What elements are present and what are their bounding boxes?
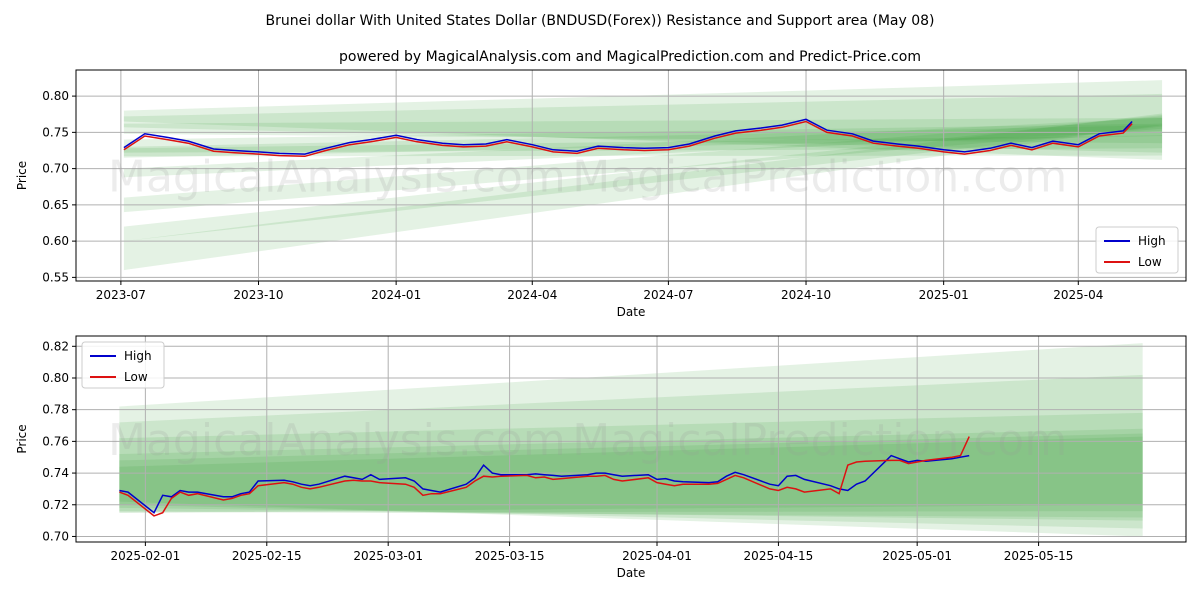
chart-panel-1: MagicalAnalysis.com MagicalPrediction.com… [15,69,1187,319]
y-axis-label: Price [15,424,29,453]
x-tick-label: 2025-02-15 [232,549,302,563]
watermark-text: MagicalAnalysis.com [108,415,566,466]
legend-box [81,341,165,389]
y-tick-label: 0.80 [42,89,69,103]
legend: High Low [81,341,165,389]
series-line-high [123,118,1133,155]
x-tick-label: 2023-07 [96,288,146,302]
resistance-support-band [119,343,1143,537]
resistance-support-band [123,113,1163,271]
x-tick-label: 2025-03-01 [353,549,423,563]
x-axis-label: Date [617,566,646,580]
legend: High Low [1095,226,1179,274]
series-line-low [123,120,1133,158]
y-tick-label: 0.60 [42,234,69,248]
resistance-support-band [119,412,1143,521]
legend-label-high: High [124,349,152,363]
y-tick-label: 0.76 [42,434,69,448]
y-axis-label: Price [15,161,29,190]
y-tick-label: 0.70 [42,529,69,543]
y-tick-label: 0.78 [42,403,69,417]
legend-label-low: Low [1138,255,1162,269]
x-tick-label: 2025-04-01 [622,549,692,563]
y-tick-label: 0.65 [42,198,69,212]
plot-frame [75,69,1187,282]
y-tick-label: 0.82 [42,339,69,353]
legend-label-low: Low [124,370,148,384]
resistance-support-band [123,125,1163,158]
x-axis-label: Date [617,305,646,319]
resistance-support-band [123,135,1163,157]
legend-label-high: High [1138,234,1166,248]
y-tick-label: 0.74 [42,466,69,480]
chart-title: Brunei dollar With United States Dollar … [265,13,934,29]
x-tick-label: 2023-10 [233,288,283,302]
y-tick-label: 0.75 [42,125,69,139]
resistance-support-band [123,123,1163,153]
watermark: MagicalAnalysis.com MagicalPrediction.com [108,152,1067,203]
chart-subtitle: powered by MagicalAnalysis.com and Magic… [339,49,921,65]
chart-panel-2: MagicalAnalysis.com MagicalPrediction.com… [15,335,1187,580]
resistance-support-band [123,117,1163,144]
x-tick-label: 2025-03-15 [475,549,545,563]
resistance-support-band [119,374,1143,529]
resistance-support-band [123,80,1163,160]
y-tick-label: 0.70 [42,162,69,176]
x-tick-label: 2025-04 [1053,288,1103,302]
y-tick-label: 0.80 [42,371,69,385]
resistance-support-band [123,93,1163,153]
series-line-high [119,454,970,514]
legend-box [1095,226,1179,274]
x-tick-label: 2024-04 [507,288,557,302]
watermark-text: MagicalPrediction.com [572,415,1067,466]
resistance-support-band [119,436,1143,513]
y-tick-label: 0.55 [42,270,69,284]
x-tick-label: 2024-07 [643,288,693,302]
watermark-text: MagicalPrediction.com [572,152,1067,203]
x-tick-label: 2025-05-01 [882,549,952,563]
y-tick-label: 0.72 [42,498,69,512]
x-tick-label: 2025-05-15 [1004,549,1074,563]
x-tick-label: 2024-10 [781,288,831,302]
series-line-low [119,436,970,517]
x-tick-label: 2025-02-01 [111,549,181,563]
x-tick-label: 2024-01 [371,288,421,302]
resistance-support-band [123,116,1163,213]
x-tick-label: 2025-01 [919,288,969,302]
x-tick-label: 2025-04-15 [744,549,814,563]
plot-frame [75,335,1187,543]
watermark-text: MagicalAnalysis.com [108,152,566,203]
watermark: MagicalAnalysis.com MagicalPrediction.com [108,415,1067,466]
